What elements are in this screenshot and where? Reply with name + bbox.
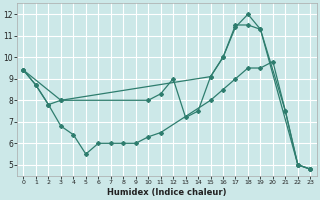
X-axis label: Humidex (Indice chaleur): Humidex (Indice chaleur): [107, 188, 227, 197]
